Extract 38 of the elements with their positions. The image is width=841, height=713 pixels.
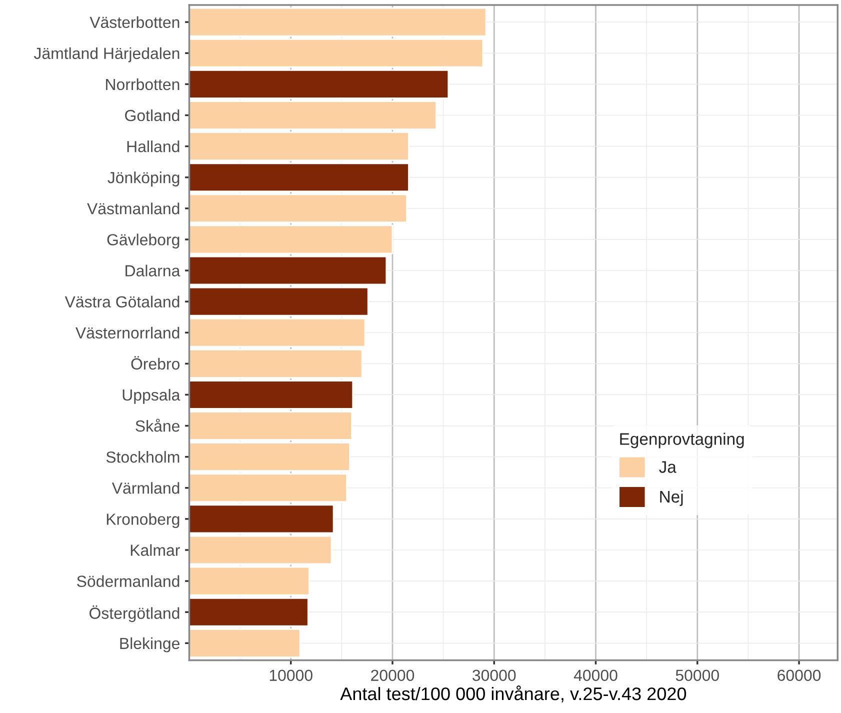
x-axis-title: Antal test/100 000 invånare, v.25-v.43 2020 [340, 685, 686, 702]
legend-title: Egenprovtagning [620, 432, 744, 448]
x-tick-label: 40000 [574, 670, 618, 681]
bar [189, 7, 487, 37]
y-tick-label: Gotland [125, 109, 180, 122]
y-tick-label: Jönköping [108, 172, 180, 186]
y-tick-label: Jämtland Härjedalen [34, 47, 180, 62]
y-tick-label: Västmanland [87, 202, 180, 214]
y-tick-label: Västra Götaland [64, 296, 180, 308]
y-tick-label: Norrbotten [106, 78, 180, 90]
y-tick-label: Östergötland [90, 605, 180, 622]
y-tick-label: Södermanland [77, 575, 180, 587]
bar [189, 224, 394, 254]
y-tick-label: Blekinge [120, 637, 180, 652]
y-tick-label: Kalmar [130, 544, 180, 556]
y-tick-label: Örebro [131, 356, 180, 370]
bar [189, 256, 388, 286]
y-tick-label: Stockholm [106, 451, 180, 463]
legend-label: Nej [660, 490, 683, 506]
y-tick-label: Värmland [112, 482, 180, 494]
x-tick-label: 60000 [778, 670, 821, 681]
y-tick-label: Gävleborg [107, 234, 180, 249]
legend-label: Ja [659, 461, 676, 473]
y-tick-label: Dalarna [126, 264, 180, 276]
y-tick-label: Kronoberg [106, 513, 180, 528]
x-tick-label: 50000 [676, 670, 719, 681]
bar [189, 504, 334, 534]
y-tick-label: Västerbotten [90, 16, 180, 28]
x-tick-label: 30000 [472, 670, 516, 681]
y-tick-label: Halland [127, 140, 180, 152]
y-tick-label: Skåne [136, 418, 180, 432]
x-tick-label: 20000 [371, 670, 414, 681]
bar [189, 566, 310, 596]
bar [189, 286, 369, 316]
x-tick-label: 10000 [270, 670, 312, 681]
y-tick-label: Uppsala [122, 388, 180, 404]
bar [189, 535, 332, 565]
y-tick-label: Västernorrland [76, 326, 180, 339]
